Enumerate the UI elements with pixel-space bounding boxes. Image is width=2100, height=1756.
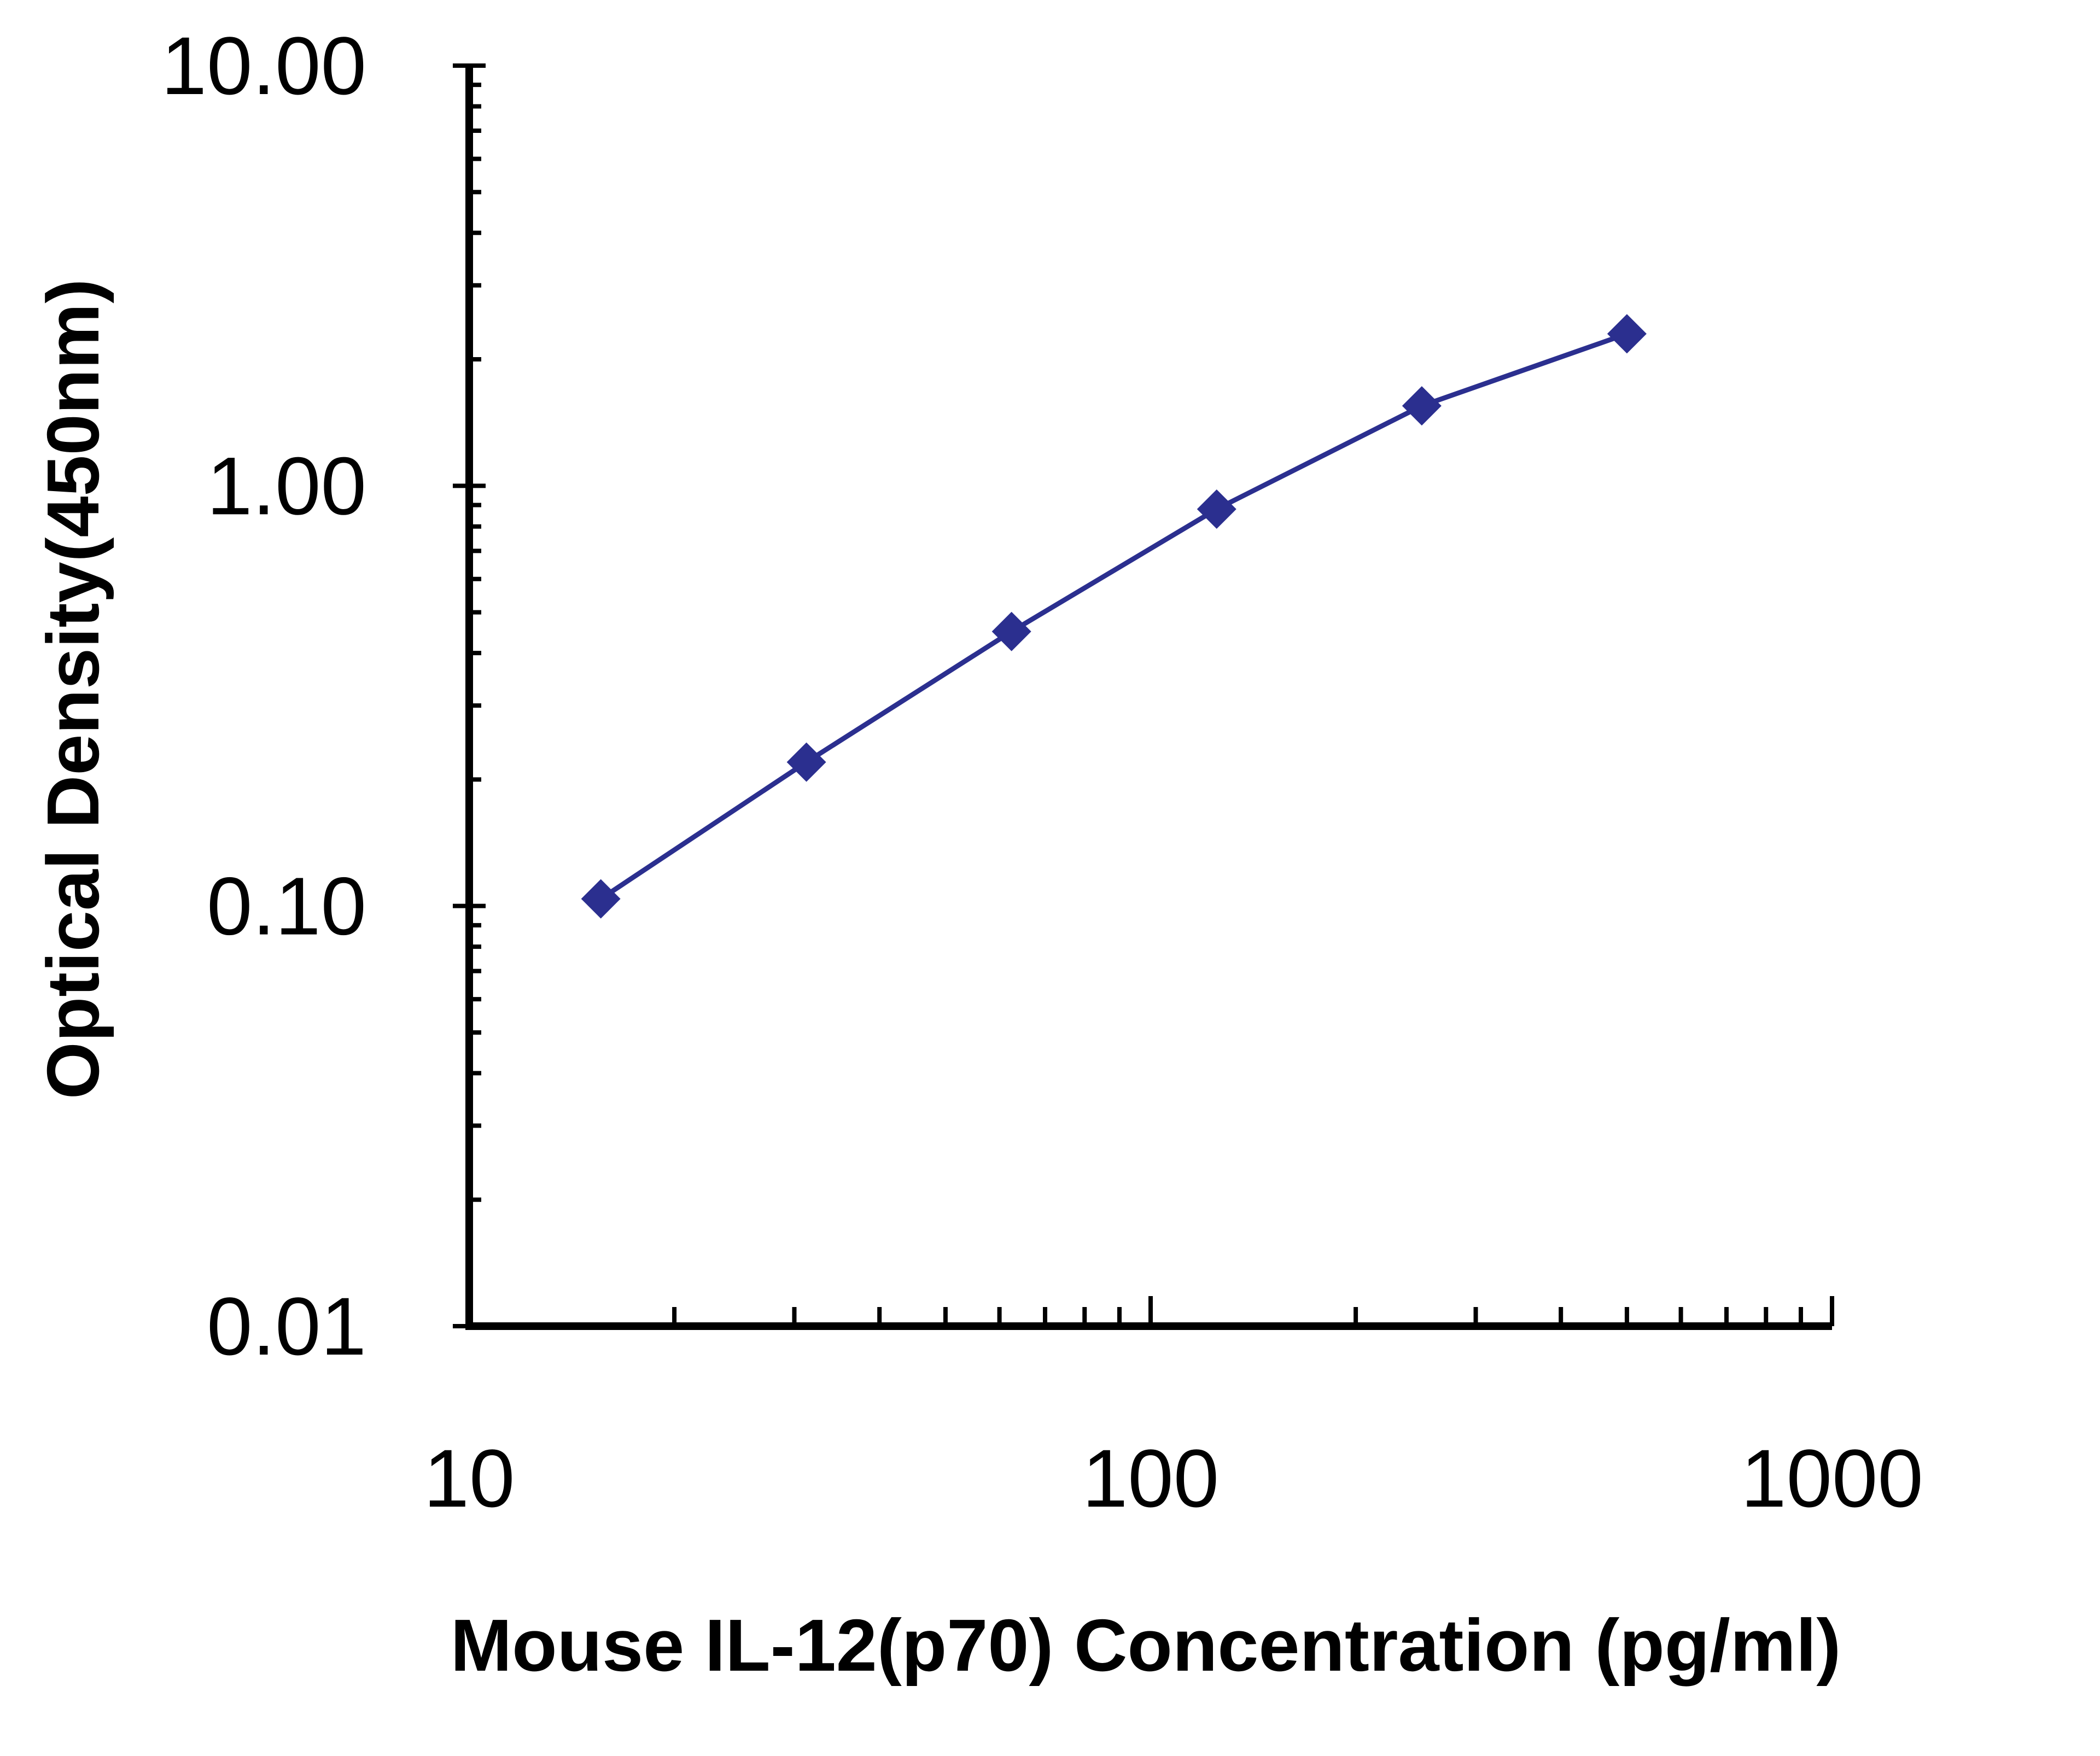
axis-ticks: 10 100 1000 0.01 0.10 1.00 10.00 [161, 20, 1923, 1524]
data-point [786, 742, 826, 782]
data-point [1197, 489, 1236, 529]
y-tick-label: 0.10 [207, 860, 366, 952]
data-point [1402, 386, 1442, 426]
axes [465, 66, 1832, 1330]
y-tick-label: 0.01 [207, 1280, 366, 1372]
series-layer [581, 314, 1647, 919]
y-axis-title: Optical Density(450nm) [32, 279, 114, 1099]
x-tick-label: 1000 [1741, 1432, 1923, 1524]
x-axis-title: Mouse IL-12(p70) Concentration (pg/ml) [451, 1604, 1841, 1687]
y-tick-label: 1.00 [207, 440, 366, 532]
y-tick-label: 10.00 [161, 20, 366, 112]
series-line [599, 331, 1628, 901]
data-point [1607, 314, 1647, 354]
data-point [991, 611, 1031, 651]
x-tick-label: 100 [1082, 1432, 1219, 1524]
x-tick-label: 10 [424, 1432, 515, 1524]
data-point [581, 879, 621, 919]
